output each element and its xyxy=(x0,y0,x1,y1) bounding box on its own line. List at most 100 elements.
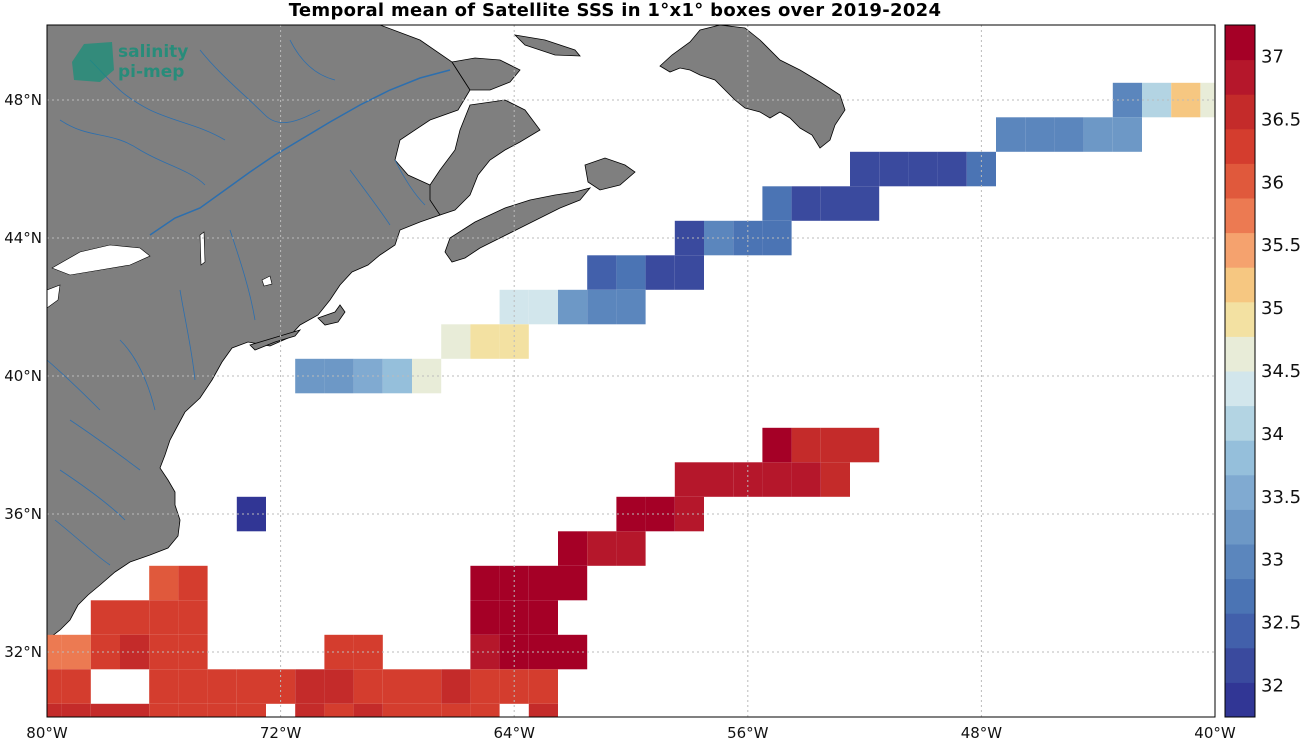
colorbar-tick-label: 34.5 xyxy=(1261,361,1301,382)
latitude-tick-label: 40°N xyxy=(4,367,42,385)
saint-lawrence-river xyxy=(149,69,451,236)
sss-cell xyxy=(996,117,1026,152)
logo-mark-icon xyxy=(72,42,114,82)
sss-cell xyxy=(178,669,208,704)
sss-cell xyxy=(61,669,91,704)
colorbar-segment xyxy=(1225,232,1255,268)
colorbar-segment xyxy=(1225,647,1255,683)
colorbar-segment xyxy=(1225,440,1255,476)
colorbar-segment xyxy=(1225,371,1255,407)
sss-cell xyxy=(762,427,792,463)
colorbar xyxy=(1225,25,1255,718)
longitude-tick-label: 56°W xyxy=(727,724,769,740)
land-nova-scotia xyxy=(444,187,592,263)
sss-cell xyxy=(236,496,266,532)
lake-erie xyxy=(47,284,61,309)
lake-winnipesaukee xyxy=(261,275,273,287)
logo-line2: pi-mep xyxy=(118,62,184,82)
sss-cell xyxy=(90,703,120,717)
sss-cell xyxy=(149,703,179,717)
graticule xyxy=(47,25,1215,717)
land-long-island xyxy=(249,329,302,351)
sss-cell xyxy=(178,565,208,601)
sss-cell xyxy=(61,634,91,670)
sss-cell xyxy=(674,462,704,497)
sss-cell xyxy=(353,669,383,704)
sss-cell xyxy=(674,220,704,256)
longitude-tick-label: 72°W xyxy=(260,724,302,740)
sss-cell xyxy=(587,255,617,290)
colorbar-segment xyxy=(1225,267,1255,303)
sss-cell xyxy=(1171,82,1201,118)
colorbar-segment xyxy=(1225,544,1255,580)
sss-cell xyxy=(207,703,237,717)
logo-line1: salinity xyxy=(118,42,188,62)
land-anticosti xyxy=(513,34,581,57)
sss-cell xyxy=(850,151,880,187)
sss-cell xyxy=(120,600,150,635)
colorbar-segment xyxy=(1225,682,1255,718)
sss-cell xyxy=(791,462,821,497)
land-cape-cod xyxy=(317,304,346,326)
sss-cell xyxy=(441,703,471,717)
sss-cell xyxy=(1083,117,1113,152)
sss-cell xyxy=(412,669,442,704)
sss-cell xyxy=(412,358,442,394)
sss-cell xyxy=(558,531,588,566)
colorbar-segment xyxy=(1225,163,1255,199)
sss-cell xyxy=(879,151,909,187)
sss-cell xyxy=(587,531,617,566)
colorbar-segment xyxy=(1225,25,1255,61)
sss-cell xyxy=(616,289,646,325)
colorbar-tick-label: 36.5 xyxy=(1261,109,1301,130)
sss-cell xyxy=(528,600,558,635)
sss-cell xyxy=(558,565,588,601)
colorbar-tick-label: 36 xyxy=(1261,172,1284,193)
sss-cell xyxy=(791,186,821,221)
land-mainland xyxy=(47,25,471,641)
sss-cell xyxy=(528,703,558,717)
sss-cell xyxy=(90,600,120,635)
sss-cell xyxy=(178,600,208,635)
latitude-ticks: 48°N 44°N 40°N 36°N 32°N xyxy=(4,91,42,661)
sss-cell xyxy=(1025,117,1055,152)
sss-cell xyxy=(762,186,792,221)
latitude-tick-label: 32°N xyxy=(4,643,42,661)
sss-cells xyxy=(47,82,1215,717)
colorbar-segment xyxy=(1225,578,1255,614)
sss-cell xyxy=(441,669,471,704)
colorbar-segment xyxy=(1225,405,1255,441)
sss-cell xyxy=(295,703,325,717)
sss-cell xyxy=(528,669,558,704)
land-newfoundland xyxy=(659,25,846,149)
sss-cell xyxy=(47,634,62,670)
sss-cell xyxy=(236,703,266,717)
sss-cell xyxy=(528,565,558,601)
longitude-tick-label: 40°W xyxy=(1194,724,1236,740)
colorbar-segment xyxy=(1225,59,1255,95)
rivers xyxy=(47,39,426,566)
sss-cell xyxy=(470,669,500,704)
sss-cell xyxy=(382,669,412,704)
colorbar-segment xyxy=(1225,509,1255,545)
colorbar-segment xyxy=(1225,301,1255,337)
colorbar-segment xyxy=(1225,198,1255,234)
map-title: Temporal mean of Satellite SSS in 1°x1° … xyxy=(288,0,942,21)
sss-cell xyxy=(791,427,821,463)
latitude-tick-label: 44°N xyxy=(4,229,42,247)
sss-cell xyxy=(149,565,179,601)
longitude-tick-label: 48°W xyxy=(961,724,1003,740)
land-cape-breton xyxy=(584,157,636,191)
longitude-tick-label: 64°W xyxy=(493,724,535,740)
colorbar-tick-label: 35.5 xyxy=(1261,235,1301,256)
sss-cell xyxy=(528,289,558,325)
longitude-ticks: 80°W 72°W 64°W 56°W 48°W 40°W xyxy=(26,724,1236,740)
sss-cell xyxy=(47,669,62,704)
sss-cell xyxy=(1054,117,1084,152)
sss-cell xyxy=(674,255,704,290)
sss-cell xyxy=(645,496,675,532)
colorbar-tick-label: 32.5 xyxy=(1261,613,1301,634)
land-maritimes xyxy=(429,57,541,216)
sss-cell xyxy=(616,255,646,290)
